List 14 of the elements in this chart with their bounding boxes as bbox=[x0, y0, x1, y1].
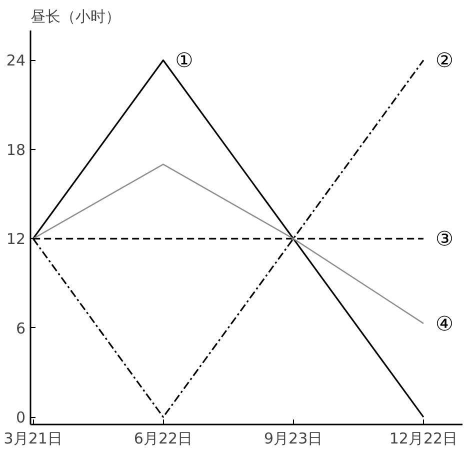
y-tick-label: 12 bbox=[6, 230, 26, 248]
annotation: ④ bbox=[435, 311, 454, 336]
y-tick-label: 0 bbox=[16, 408, 26, 427]
annotation: ③ bbox=[435, 226, 454, 251]
annotation: ① bbox=[175, 48, 194, 72]
y-tick-label: 24 bbox=[6, 52, 26, 70]
x-tick-label: 12月22日 bbox=[389, 430, 458, 448]
y-tick-label: 18 bbox=[6, 140, 26, 159]
y-tick-label: 6 bbox=[16, 319, 26, 338]
x-tick-label: 6月22日 bbox=[134, 430, 193, 448]
annotation: ② bbox=[435, 48, 454, 72]
x-tick-label: 9月23日 bbox=[264, 430, 323, 448]
y-axis-title: 昼长（小时） bbox=[30, 8, 120, 26]
x-tick-label: 3月21日 bbox=[4, 430, 62, 448]
